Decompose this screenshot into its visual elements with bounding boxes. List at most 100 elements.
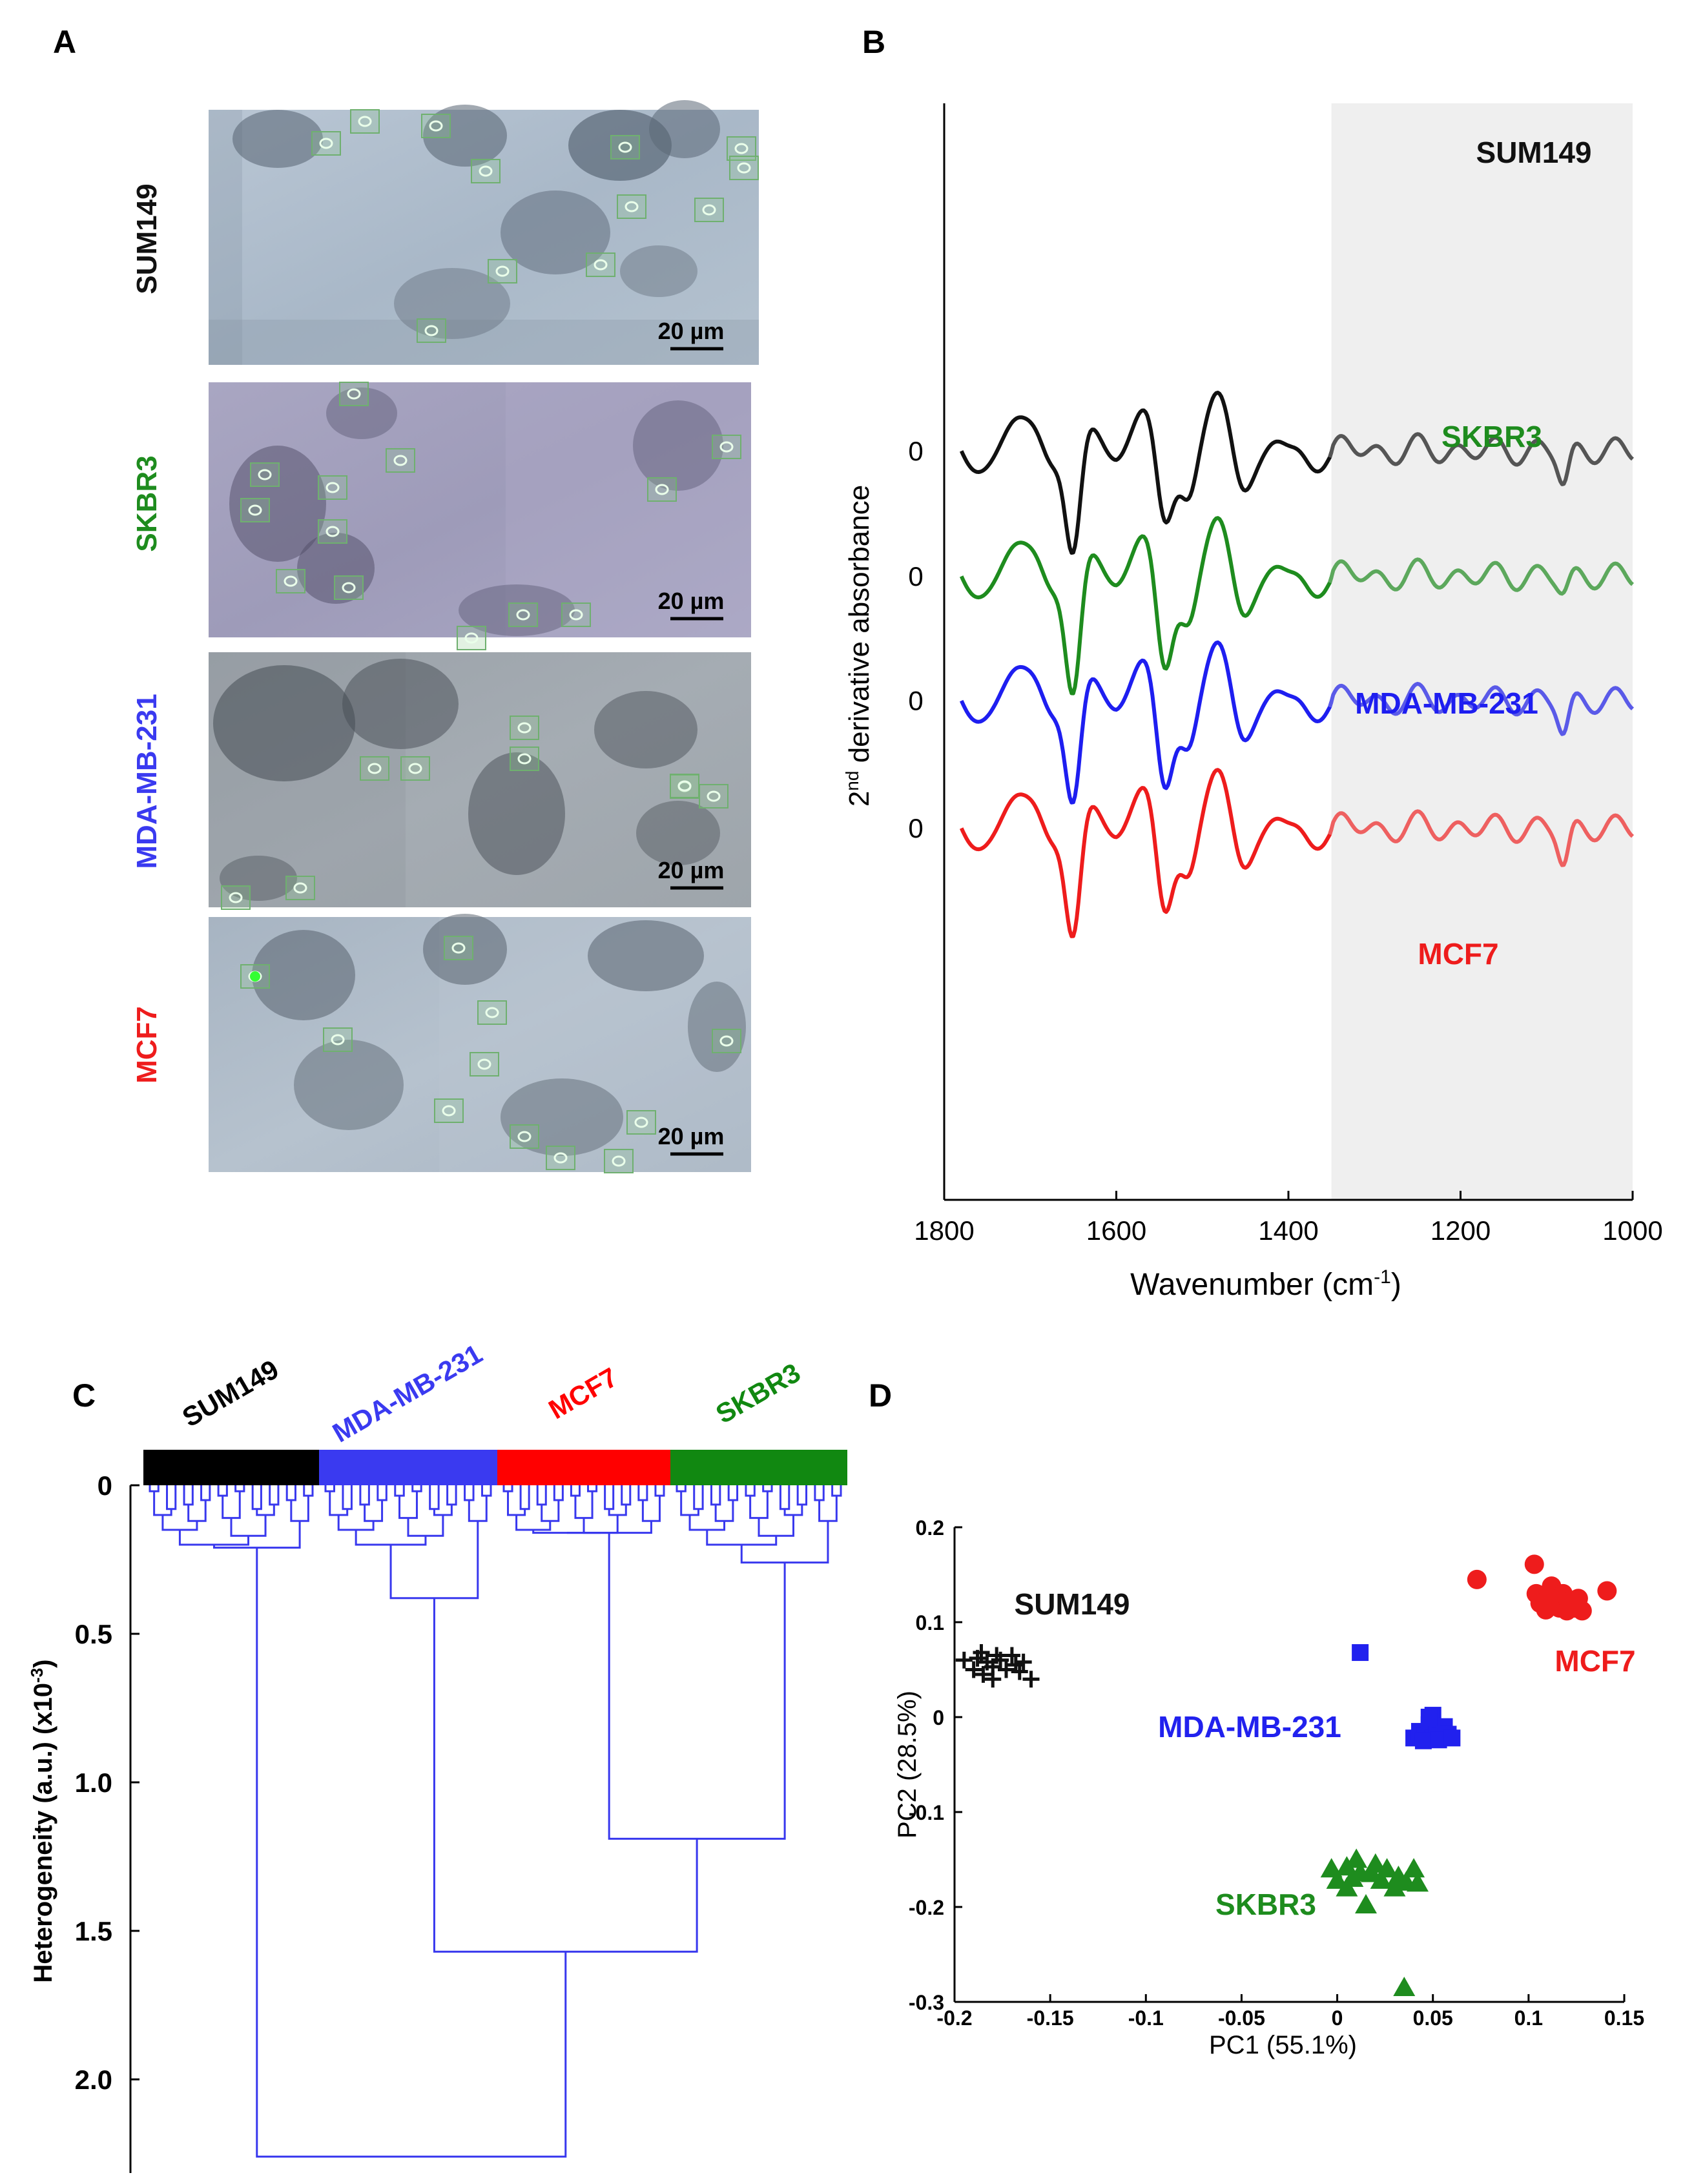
roi-box <box>510 716 539 740</box>
roi-box <box>586 252 615 277</box>
dendrogram-link <box>481 1485 492 1497</box>
roi-dot <box>516 609 530 621</box>
roi-dot <box>634 1117 648 1128</box>
roi-dot <box>594 259 608 271</box>
dendrogram-link <box>212 1521 301 1549</box>
spectrum-line-sum149 <box>959 391 1334 555</box>
spectra-ylabel: 2nd derivative absorbance <box>842 485 875 807</box>
pca-xlabel: PC1 (55.1%) <box>1209 2031 1357 2059</box>
pca-y-tick-label: 0.1 <box>916 1611 944 1634</box>
roi-box <box>670 774 699 798</box>
roi-box <box>617 194 646 219</box>
roi-dot <box>655 484 669 495</box>
roi-dot <box>325 482 340 493</box>
cluster-bar-sum149 <box>143 1450 319 1485</box>
dendrogram-link <box>536 1485 547 1506</box>
spectrum-line-mcf7 <box>959 768 1334 938</box>
scalebar-label-sum149: 20 µm <box>658 318 725 344</box>
roi-box <box>670 774 699 799</box>
roi-box <box>386 448 415 473</box>
pca-point-skbr3 <box>1336 1877 1358 1897</box>
pca-annotation-skbr3: SKBR3 <box>1215 1888 1316 1921</box>
dendrogram-link <box>364 1500 384 1522</box>
panel-a-letter: A <box>53 24 76 60</box>
pca-point-mda-mb-231 <box>1414 1732 1432 1749</box>
dendrogram-link <box>814 1485 825 1501</box>
dendrogram-link <box>234 1485 245 1492</box>
roi-box <box>712 435 741 459</box>
pca-annotation-sum149: SUM149 <box>1015 1587 1130 1621</box>
dendrogram-link <box>831 1485 842 1497</box>
spectrum-line-mda-mb-231 <box>959 640 1334 805</box>
roi-dot <box>719 1035 734 1047</box>
dendrogram-link <box>637 1485 648 1501</box>
dendrogram-link <box>183 1485 194 1506</box>
pca-point-skbr3 <box>1383 1877 1406 1897</box>
dendrogram-link <box>541 1500 560 1522</box>
pca-point-sum149 <box>984 1671 1002 1688</box>
pca-point-sum149 <box>1015 1653 1032 1671</box>
pca-x-tick-label: 0.1 <box>1514 2006 1543 2030</box>
dendrogram-link <box>745 1485 756 1497</box>
roi-dot <box>495 265 510 277</box>
pca-point-sum149 <box>1022 1671 1040 1688</box>
roi-box <box>339 382 369 406</box>
pca-point-skbr3 <box>1407 1872 1429 1892</box>
pca-point-skbr3 <box>1345 1848 1368 1868</box>
dendrogram-link <box>411 1485 422 1492</box>
roi-box <box>323 1027 353 1052</box>
dendrogram-y-tick-label: 0 <box>98 1470 112 1501</box>
roi-box <box>694 198 724 222</box>
pca-y-tick-label: -0.2 <box>909 1896 944 1919</box>
roi-box <box>240 498 270 522</box>
dendrogram-link <box>429 1485 440 1510</box>
pca-annotation-mcf7: MCF7 <box>1555 1644 1635 1678</box>
roi-dot <box>737 162 751 174</box>
roi-dot <box>408 763 422 774</box>
roi-box <box>510 1124 539 1149</box>
dendrogram-link <box>519 1485 530 1510</box>
pca-ylabel: PC2 (28.5%) <box>893 1691 922 1839</box>
pca-y-tick-label: 0.2 <box>916 1516 944 1540</box>
roi-dot <box>319 138 333 149</box>
spectrum-label-sum149: SUM149 <box>1476 136 1592 169</box>
dendrogram-link <box>693 1485 704 1510</box>
roi-dot <box>248 504 262 516</box>
dendrogram-link <box>337 1515 375 1531</box>
roi-dot <box>464 632 479 644</box>
pca-point-skbr3 <box>1326 1869 1348 1889</box>
spectrum-zero-label: 0 <box>908 686 923 716</box>
roi-box <box>318 519 347 544</box>
dendrogram-link <box>654 1485 665 1497</box>
dendrogram-link <box>355 1530 427 1546</box>
pca-point-mda-mb-231 <box>1420 1709 1438 1726</box>
panel-c-letter: C <box>72 1377 96 1414</box>
dendrogram-link <box>342 1485 353 1510</box>
pca-point-sum149 <box>1003 1647 1020 1664</box>
roi-dot <box>258 469 272 480</box>
roi-dot <box>393 455 408 466</box>
roi-box <box>510 747 539 771</box>
pca-point-sum149 <box>955 1651 973 1669</box>
spectrum-line-shaded-mcf7 <box>1328 809 1635 867</box>
pca-x-tick-label: 0.05 <box>1413 2006 1453 2030</box>
spectrum-zero-label: 0 <box>908 436 923 466</box>
roi-dot <box>517 722 532 734</box>
spectra-x-tick-label: 1000 <box>1602 1215 1662 1246</box>
dendrogram-link <box>200 1485 211 1501</box>
roi-box <box>434 1098 464 1123</box>
roi-dot <box>702 204 716 216</box>
pca-point-mcf7 <box>1538 1589 1558 1609</box>
label-a-mda-mb-231: MDA-MB-231 <box>131 694 163 869</box>
pca-y-tick-label: -0.3 <box>909 1991 944 2014</box>
dendrogram-y-tick-label: 0.5 <box>75 1619 112 1649</box>
roi-box <box>276 569 305 593</box>
dendrogram-join <box>608 1532 786 1840</box>
pca-point-skbr3 <box>1376 1858 1398 1878</box>
pca-point-mda-mb-231 <box>1443 1729 1461 1747</box>
dendrogram-link <box>570 1485 581 1497</box>
dendrogram-link <box>566 1521 652 1534</box>
dendrogram-link <box>762 1485 773 1492</box>
dendrogram-link <box>688 1515 726 1531</box>
spectra-x-tick-label: 1200 <box>1431 1215 1491 1246</box>
